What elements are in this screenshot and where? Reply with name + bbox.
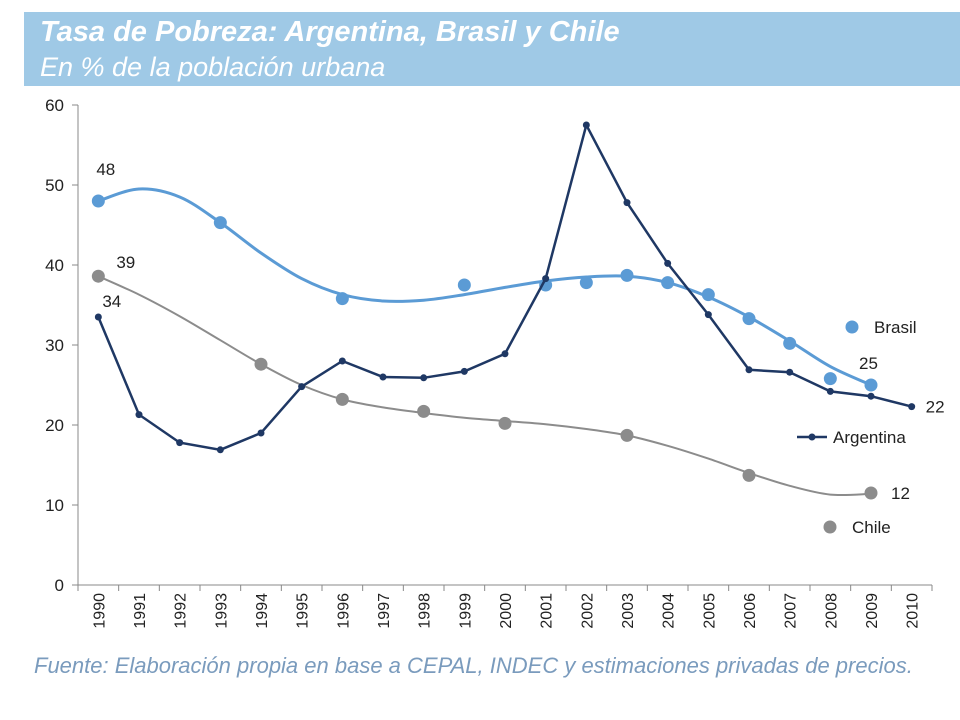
- brasil-data-label: 25: [859, 354, 878, 373]
- legend-brasil-label: Brasil: [874, 318, 917, 337]
- chile-point: [620, 428, 634, 442]
- argentina-point: [501, 350, 509, 358]
- brasil-point: [620, 268, 634, 282]
- argentina-point: [908, 403, 916, 411]
- legend-brasil-swatch: [845, 320, 859, 334]
- argentina-point: [704, 311, 712, 319]
- x-tick-label: 1993: [213, 593, 230, 629]
- x-tick-label: 2005: [701, 593, 718, 629]
- argentina-point: [94, 313, 102, 321]
- chile-trend-line: [97, 275, 872, 497]
- data-labels: 48 25 34 22 39 12: [96, 160, 944, 503]
- x-tick-label: 1992: [173, 593, 190, 629]
- brasil-point: [742, 312, 756, 326]
- x-tick-label: 2010: [905, 593, 922, 629]
- x-tick-label: 2003: [620, 593, 637, 629]
- x-tick-label: 2008: [823, 593, 840, 629]
- brasil-point: [783, 336, 797, 350]
- brasil-point: [91, 194, 105, 208]
- chile-point: [498, 416, 512, 430]
- chile-data-label: 39: [116, 253, 135, 272]
- argentina-point: [135, 411, 143, 419]
- x-tick-label: 1997: [376, 593, 393, 629]
- legend-chile-label: Chile: [852, 518, 891, 537]
- x-tick-label: 2009: [864, 593, 881, 629]
- y-tick-label: 20: [45, 416, 64, 435]
- argentina-point: [623, 199, 631, 207]
- argentina-point: [664, 259, 672, 267]
- argentina-data-label: 34: [102, 292, 121, 311]
- brasil-point: [661, 276, 675, 290]
- chile-point: [335, 392, 349, 406]
- y-tick-label: 10: [45, 496, 64, 515]
- chart-subtitle: En % de la población urbana: [40, 52, 386, 82]
- chile-point: [417, 404, 431, 418]
- x-tick-label: 2000: [498, 593, 515, 629]
- argentina-point: [379, 373, 387, 381]
- y-tick-label: 30: [45, 336, 64, 355]
- brasil-point: [701, 288, 715, 302]
- x-tick-label: 1999: [457, 593, 474, 629]
- x-tick-label: 1994: [254, 593, 271, 629]
- y-tick-label: 40: [45, 256, 64, 275]
- x-tick-label: 2001: [539, 593, 556, 629]
- x-tick-label: 2006: [742, 593, 759, 629]
- x-tick-label: 1990: [91, 593, 108, 629]
- chart-header: Tasa de Pobreza: Argentina, Brasil y Chi…: [24, 12, 960, 86]
- argentina-point: [176, 439, 184, 447]
- y-tick-label: 50: [45, 176, 64, 195]
- argentina-point: [826, 387, 834, 395]
- legend-argentina-label: Argentina: [833, 428, 906, 447]
- brasil-point: [335, 292, 349, 306]
- argentina-point: [786, 368, 794, 376]
- chile-point: [742, 468, 756, 482]
- argentina-point: [216, 446, 224, 454]
- x-tick-label: 1991: [132, 593, 149, 629]
- x-tick-label: 1995: [295, 593, 312, 629]
- y-tick-label: 60: [45, 96, 64, 115]
- x-tick-label: 2002: [579, 593, 596, 629]
- argentina-data-label: 22: [926, 398, 945, 417]
- brasil-point: [457, 278, 471, 292]
- chile-data-label: 12: [891, 484, 910, 503]
- argentina-point: [542, 275, 550, 283]
- argentina-point: [338, 357, 346, 365]
- chile-point: [254, 357, 268, 371]
- legend-argentina-swatch: [808, 433, 816, 441]
- argentina-point: [420, 374, 428, 382]
- x-tick-label: 1998: [417, 593, 434, 629]
- y-tick-label: 0: [55, 576, 64, 595]
- chile-point: [864, 486, 878, 500]
- chart-title: Tasa de Pobreza: Argentina, Brasil y Chi…: [40, 16, 620, 48]
- argentina-point: [582, 121, 590, 129]
- data-series: [91, 121, 916, 500]
- brasil-point: [539, 278, 553, 292]
- argentina-point: [298, 383, 306, 391]
- argentina-point: [745, 366, 753, 374]
- source-note: Fuente: Elaboración propia en base a CEP…: [34, 653, 913, 678]
- brasil-data-label: 48: [96, 160, 115, 179]
- brasil-point: [823, 372, 837, 386]
- argentina-point: [867, 392, 875, 400]
- argentina-point: [460, 367, 468, 375]
- legend-chile-swatch: [823, 520, 837, 534]
- x-tick-label: 2007: [783, 593, 800, 629]
- chile-point: [91, 269, 105, 283]
- brasil-trend-line: [97, 187, 872, 387]
- x-tick-label: 2004: [661, 593, 678, 629]
- chart-legend: Brasil Argentina Chile: [797, 318, 917, 537]
- chart-axes: 0 10 20 30 40 50 60 1990 1991 1992 1993 1994 1995 199…: [45, 96, 933, 629]
- brasil-point: [579, 276, 593, 290]
- argentina-point: [257, 429, 265, 437]
- brasil-point: [864, 378, 878, 392]
- x-tick-label: 1996: [335, 593, 352, 629]
- brasil-point: [213, 216, 227, 230]
